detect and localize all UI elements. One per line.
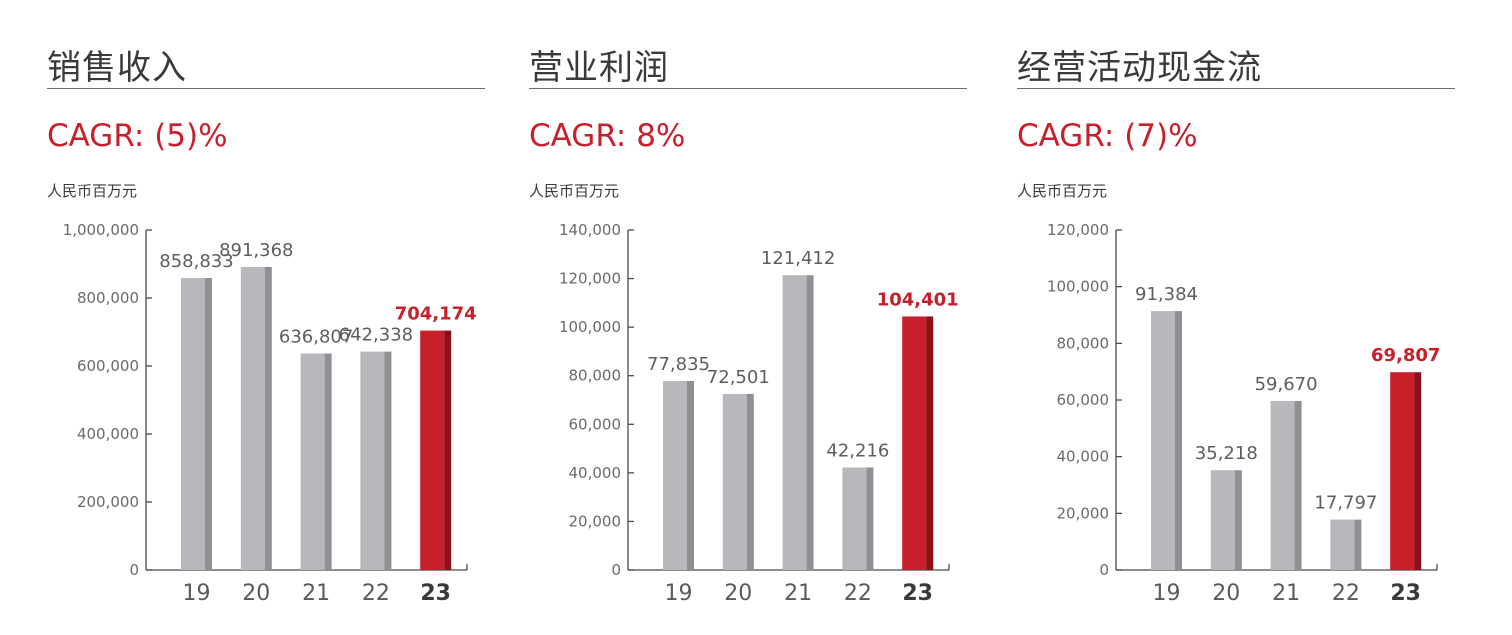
bar-shade <box>324 353 332 570</box>
bar-shade <box>384 351 392 570</box>
x-tick-label: 21 <box>1272 581 1300 606</box>
bar-chart: 0 200,000 400,000 600,000 800,000 1,000,000 85… <box>63 221 477 606</box>
bar-value-label: 42,216 <box>826 440 889 461</box>
bar <box>782 275 807 570</box>
panel-title: 经营活动现金流 <box>1017 48 1262 88</box>
bar <box>420 330 445 570</box>
bar-shade <box>926 316 934 570</box>
panel-title: 营业利润 <box>529 48 669 88</box>
x-tick-label: 21 <box>302 581 330 606</box>
y-tick-label: 400,000 <box>77 425 139 443</box>
bar <box>360 351 385 570</box>
unit-label: 人民币百万元 <box>529 182 620 200</box>
bar-value-label: 59,670 <box>1255 374 1318 395</box>
x-tick-label: 20 <box>242 581 270 606</box>
bar <box>842 467 867 570</box>
y-tick-label: 60,000 <box>569 415 622 433</box>
bar <box>1270 400 1295 570</box>
y-tick-label: 1,000,000 <box>63 221 139 239</box>
chart-panel-operating-profit: 营业利润 CAGR: 8% 人民币百万元 0 20,000 40,000 60,000… <box>529 0 967 635</box>
y-tick-label: 80,000 <box>569 367 622 385</box>
y-tick-label: 60,000 <box>1057 391 1110 409</box>
y-tick-label: 200,000 <box>77 493 139 511</box>
x-tick-label: 19 <box>1153 581 1181 606</box>
bar-value-label: 858,833 <box>159 251 233 272</box>
y-tick-label: 100,000 <box>559 318 621 336</box>
bar <box>1330 519 1355 570</box>
y-tick-label: 100,000 <box>1047 278 1109 296</box>
bar <box>1151 311 1175 570</box>
x-tick-label: 21 <box>784 581 812 606</box>
bar-value-label: 642,338 <box>339 325 413 346</box>
y-tick-label: 0 <box>611 561 621 579</box>
y-tick-label: 140,000 <box>559 221 621 239</box>
bar-value-label: 77,835 <box>647 354 710 375</box>
bar-value-label: 72,501 <box>707 367 770 388</box>
cagr-label: CAGR: 8% <box>529 118 686 154</box>
bar-shade <box>1234 470 1242 570</box>
bar-value-label: 35,218 <box>1195 443 1258 464</box>
y-tick-label: 40,000 <box>569 464 622 482</box>
bar-shade <box>866 467 874 570</box>
x-tick-label: 23 <box>902 581 933 606</box>
chart-panel-operating-cash-flow: 经营活动现金流 CAGR: (7)% 人民币百万元 0 20,000 40,000 6… <box>1017 0 1455 635</box>
bar-shade <box>444 330 452 570</box>
unit-label: 人民币百万元 <box>1017 182 1108 200</box>
x-tick-label: 19 <box>665 581 693 606</box>
x-tick-label: 20 <box>724 581 752 606</box>
cagr-label: CAGR: (5)% <box>47 118 228 154</box>
panel-title: 销售收入 <box>47 48 187 88</box>
bar-shade <box>687 380 694 570</box>
bar-value-label: 121,412 <box>761 248 835 269</box>
bar-value-label: 891,368 <box>219 240 293 261</box>
y-tick-label: 120,000 <box>1047 221 1109 239</box>
title-divider <box>1017 88 1455 89</box>
bar-chart: 0 20,000 40,000 60,000 80,000 100,000 120,000 1… <box>559 221 959 606</box>
bar <box>1390 372 1415 570</box>
chart-panel-sales-revenue: 销售收入 CAGR: (5)% 人民币百万元 0 200,000 400,000 60… <box>47 0 485 635</box>
bar-value-label: 704,174 <box>395 304 477 325</box>
bar-value-label: 636,807 <box>279 326 353 347</box>
bar-value-label: 104,401 <box>877 289 959 310</box>
x-tick-label: 20 <box>1212 581 1240 606</box>
bar <box>1210 470 1235 570</box>
bar-shade <box>1175 311 1182 570</box>
bar-shade <box>205 277 212 570</box>
bar-value-label: 91,384 <box>1135 284 1198 305</box>
bar-shade <box>264 266 272 570</box>
title-divider <box>529 88 967 89</box>
x-tick-label: 22 <box>1332 581 1360 606</box>
y-tick-label: 80,000 <box>1057 334 1110 352</box>
bar <box>902 316 927 570</box>
bar-shade <box>1354 519 1362 570</box>
y-tick-label: 800,000 <box>77 289 139 307</box>
title-divider <box>47 88 485 89</box>
x-tick-label: 19 <box>183 581 211 606</box>
bar-shade <box>806 275 814 570</box>
x-tick-label: 23 <box>1390 581 1421 606</box>
bar-value-label: 17,797 <box>1314 493 1377 514</box>
y-tick-label: 600,000 <box>77 357 139 375</box>
cagr-label: CAGR: (7)% <box>1017 118 1198 154</box>
bar <box>181 277 205 570</box>
y-tick-label: 120,000 <box>559 270 621 288</box>
y-tick-label: 20,000 <box>569 512 622 530</box>
x-tick-label: 22 <box>362 581 390 606</box>
unit-label: 人民币百万元 <box>47 182 138 200</box>
bar <box>722 393 747 570</box>
bar-value-label: 69,807 <box>1371 345 1440 366</box>
x-tick-label: 22 <box>844 581 872 606</box>
x-tick-label: 23 <box>420 581 451 606</box>
bar <box>663 380 687 570</box>
y-tick-label: 0 <box>129 561 139 579</box>
bar-shade <box>746 393 754 570</box>
y-tick-label: 40,000 <box>1057 448 1110 466</box>
y-tick-label: 20,000 <box>1057 504 1110 522</box>
bar <box>300 353 325 570</box>
bar-shade <box>1294 400 1302 570</box>
bar-chart: 0 20,000 40,000 60,000 80,000 100,000 120,000 9… <box>1047 221 1440 606</box>
y-tick-label: 0 <box>1099 561 1109 579</box>
bar-shade <box>1414 372 1422 570</box>
bar <box>240 266 265 570</box>
